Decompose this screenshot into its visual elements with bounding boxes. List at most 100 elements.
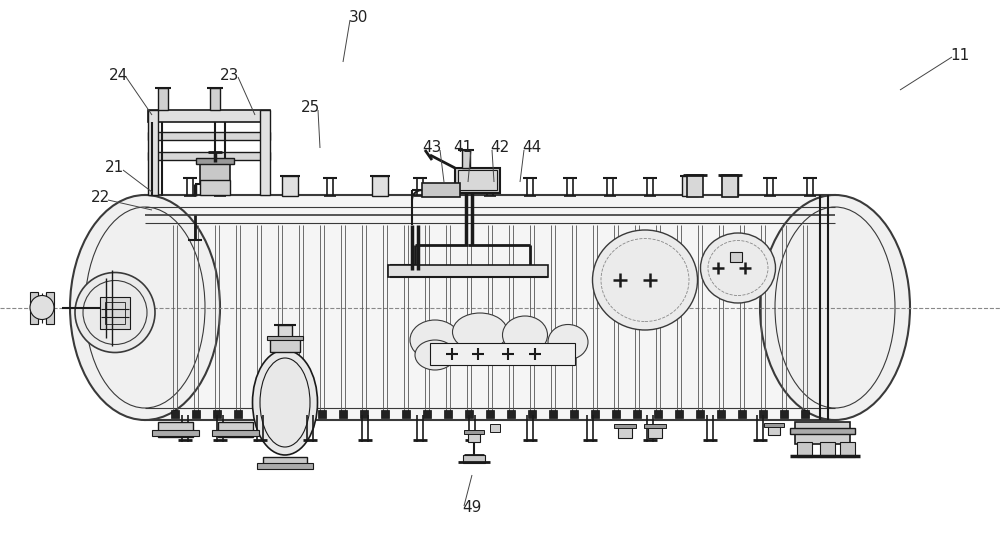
Bar [444, 410, 452, 418]
Text: 25: 25 [300, 101, 320, 116]
Text: 41: 41 [453, 141, 473, 156]
Bar [549, 410, 557, 418]
Bar [764, 423, 784, 427]
Bar [790, 428, 855, 434]
Bar [200, 180, 230, 195]
Bar [801, 410, 809, 418]
Ellipse shape [592, 230, 698, 330]
Text: 11: 11 [950, 47, 970, 62]
Bar [717, 410, 725, 418]
Ellipse shape [252, 350, 318, 455]
Bar [267, 336, 303, 340]
Bar [423, 410, 431, 418]
Bar [213, 410, 221, 418]
Bar [105, 302, 125, 324]
Bar [158, 422, 193, 437]
Bar [270, 338, 300, 352]
Bar [360, 410, 368, 418]
Bar [171, 410, 179, 418]
Ellipse shape [503, 316, 548, 354]
Bar [682, 176, 698, 196]
Bar [152, 430, 199, 436]
Bar [234, 410, 242, 418]
Bar [618, 426, 632, 438]
Bar [192, 410, 200, 418]
Ellipse shape [415, 340, 455, 370]
Bar [148, 132, 270, 140]
Bar [687, 175, 703, 197]
Bar [430, 343, 575, 365]
Bar [468, 432, 480, 442]
Bar [463, 455, 485, 463]
Bar [212, 430, 259, 436]
Bar [462, 150, 470, 168]
Bar [455, 168, 500, 193]
Bar [614, 424, 636, 428]
Bar [218, 422, 253, 437]
Bar [318, 410, 326, 418]
Bar [148, 152, 270, 160]
Bar [148, 110, 158, 195]
Bar [100, 296, 130, 328]
Bar [675, 410, 683, 418]
Ellipse shape [700, 233, 776, 303]
Bar [388, 265, 548, 277]
Bar [738, 410, 746, 418]
Bar [820, 442, 835, 457]
Ellipse shape [70, 195, 220, 420]
Bar [648, 426, 662, 438]
Text: 23: 23 [220, 68, 240, 83]
Text: 44: 44 [522, 141, 542, 156]
Bar [148, 110, 270, 122]
Bar [722, 175, 738, 197]
Bar [158, 88, 168, 110]
Text: 30: 30 [348, 11, 368, 26]
Bar [490, 424, 500, 432]
Bar [464, 430, 484, 434]
Bar [840, 442, 855, 457]
Ellipse shape [548, 325, 588, 359]
Bar [591, 410, 599, 418]
Bar [570, 410, 578, 418]
Bar [339, 410, 347, 418]
Bar [528, 410, 536, 418]
Bar [402, 410, 410, 418]
Bar [257, 463, 313, 469]
Bar [654, 410, 662, 418]
Bar [507, 410, 515, 418]
Bar [276, 410, 284, 418]
Bar [145, 195, 835, 420]
Bar [278, 325, 292, 350]
Bar [633, 410, 641, 418]
Bar [797, 442, 812, 457]
Bar [486, 410, 494, 418]
Circle shape [30, 295, 54, 319]
Text: 21: 21 [105, 160, 125, 175]
Ellipse shape [410, 320, 460, 360]
Bar [612, 410, 620, 418]
Bar [260, 110, 270, 195]
Bar [200, 162, 230, 184]
Text: 42: 42 [490, 141, 510, 156]
Bar [263, 457, 307, 467]
Bar [795, 422, 850, 444]
Text: 49: 49 [462, 500, 482, 515]
Bar [46, 292, 54, 324]
Bar [730, 252, 742, 262]
Bar [696, 410, 704, 418]
Bar [372, 176, 388, 196]
Bar [282, 176, 298, 196]
Bar [255, 410, 263, 418]
Text: 24: 24 [108, 68, 128, 83]
Bar [381, 410, 389, 418]
Bar [644, 424, 666, 428]
Bar [465, 410, 473, 418]
Bar [422, 183, 460, 197]
Bar [297, 410, 305, 418]
Text: 43: 43 [422, 141, 442, 156]
Bar [780, 410, 788, 418]
Bar [196, 158, 234, 164]
Bar [768, 425, 780, 435]
Ellipse shape [760, 195, 910, 420]
Bar [458, 170, 497, 190]
